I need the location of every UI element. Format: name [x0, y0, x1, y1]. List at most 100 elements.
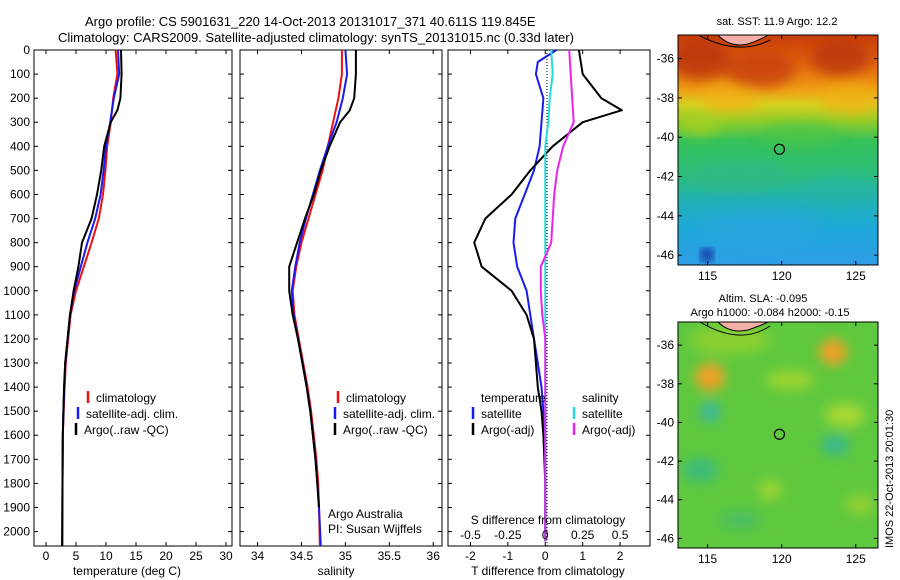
- temperature-panel-frame: [33, 49, 233, 547]
- lon-tick-label: 120: [772, 552, 792, 566]
- lat-tick-label: -44: [657, 493, 675, 507]
- series-line-argo-raw-qc-: [288, 50, 357, 508]
- sla-map-ticks: -36 -38 -40 -42 -44 -46 115 120 125: [657, 322, 878, 566]
- depth-tick-label: 1800: [3, 476, 30, 490]
- sla-map-title-1: Altim. SLA: -0.095: [719, 293, 808, 305]
- x-tick-label: 0: [542, 549, 549, 563]
- argo-position-marker: [773, 428, 786, 440]
- lat-tick-label: -38: [657, 377, 675, 391]
- lon-tick-label: 115: [698, 552, 717, 566]
- legend-label-satellite: satellite-adj. clim.: [343, 407, 435, 421]
- series-line-satellite-salinity-: [544, 49, 554, 542]
- x-tick-label: 20: [159, 549, 173, 563]
- x-tick-label: 35: [339, 549, 353, 563]
- x-tick-label: 35.5: [378, 549, 402, 563]
- legend-label-satellite-temp: satellite: [481, 407, 522, 421]
- series-line-satellite-temperature-: [512, 49, 558, 542]
- lon-tick-label: 125: [846, 269, 866, 283]
- difference-xlabel: T difference from climatology: [471, 564, 625, 578]
- x-tick-label: 2: [617, 549, 624, 563]
- x-tick-label: -2: [465, 549, 476, 563]
- depth-tick-label: 1400: [3, 380, 30, 394]
- depth-tick-label: 100: [10, 67, 30, 81]
- legend-label-argo-temp: Argo(-adj): [481, 423, 534, 437]
- legend-title-temperature: temperature: [481, 391, 546, 405]
- credit-line-2: PI: Susan Wijffels: [328, 522, 422, 536]
- legend-label-climatology: climatology: [346, 391, 406, 405]
- lat-tick-label: -36: [657, 52, 675, 66]
- sst-map-frame: [677, 34, 879, 266]
- salinity-lines: [288, 49, 357, 547]
- header-line-1: Argo profile: CS 5901631_220 14-Oct-2013…: [85, 14, 536, 29]
- depth-tick-label: 500: [10, 163, 30, 177]
- legend-title-salinity: salinity: [582, 391, 619, 405]
- depth-tick-label: 900: [10, 260, 30, 274]
- series-line-argo-adj-temperature-: [473, 49, 623, 542]
- lon-tick-label: 115: [698, 269, 717, 283]
- depth-tick-label: 300: [10, 115, 30, 129]
- depth-tick-label: 700: [10, 212, 30, 226]
- temperature-x-ticks: 0 5 10 15 20 25 30: [43, 50, 233, 563]
- lat-tick-label: -40: [657, 130, 675, 144]
- legend-label-climatology: climatology: [96, 391, 156, 405]
- sst-map-image: [678, 35, 878, 265]
- lat-tick-label: -38: [657, 91, 675, 105]
- top-tick-label: -0.25: [494, 528, 522, 542]
- salinity-xlabel: salinity: [318, 564, 355, 578]
- x-tick-label: 25: [189, 549, 203, 563]
- difference-panel-frame: [447, 49, 651, 547]
- depth-tick-label: 200: [10, 91, 30, 105]
- x-tick-label: 1: [579, 549, 586, 563]
- depth-tick-label: 1000: [3, 284, 30, 298]
- lat-tick-label: -36: [657, 338, 675, 352]
- x-tick-label: 15: [129, 549, 143, 563]
- x-tick-label: 0: [43, 549, 50, 563]
- depth-tick-label: 1500: [3, 404, 30, 418]
- depth-tick-label: 800: [10, 236, 30, 250]
- top-tick-label: 0.25: [571, 528, 595, 542]
- lat-tick-label: -46: [657, 531, 675, 545]
- difference-legend: temperature salinity satellite Argo(-adj…: [471, 391, 635, 437]
- x-tick-label: 10: [99, 549, 113, 563]
- difference-top-label: S difference from climatology: [471, 513, 626, 527]
- header-line-2: Climatology: CARS2009. Satellite-adjuste…: [58, 30, 574, 45]
- depth-tick-label: 400: [10, 139, 30, 153]
- imos-side-label: IMOS 22-Oct-2013 20:01:30: [884, 410, 896, 548]
- lon-tick-label: 125: [846, 552, 866, 566]
- difference-x-ticks: -2 -1 0 1 2 -0.5 -0.25 0 0.25 0.5: [460, 50, 629, 563]
- lat-tick-label: -44: [657, 209, 675, 223]
- depth-tick-label: 2000: [3, 525, 30, 539]
- salinity-panel-frame: [239, 49, 443, 547]
- top-tick-label: 0.5: [612, 528, 629, 542]
- lon-tick-label: 120: [772, 269, 792, 283]
- credit-line-1: Argo Australia: [328, 507, 403, 521]
- depth-tick-label: 1200: [3, 332, 30, 346]
- sla-map-title-2: Argo h1000: -0.084 h2000: -0.15: [690, 307, 849, 319]
- x-tick-label: 36: [427, 549, 441, 563]
- legend-label-argo: Argo(..raw -QC): [84, 423, 169, 437]
- temperature-legend: climatology satellite-adj. clim. Argo(..…: [74, 391, 178, 437]
- x-tick-label: 34: [251, 549, 265, 563]
- temperature-lines: [61, 49, 123, 547]
- depth-tick-label: 600: [10, 187, 30, 201]
- legend-label-satellite: satellite-adj. clim.: [86, 407, 178, 421]
- legend-label-argo: Argo(..raw -QC): [343, 423, 428, 437]
- temperature-xlabel: temperature (deg C): [73, 564, 181, 578]
- legend-label-satellite-sal: satellite: [582, 407, 623, 421]
- series-line-argo-adj-salinity-: [539, 49, 575, 542]
- sla-map-frame: [677, 321, 879, 549]
- lat-tick-label: -42: [657, 170, 675, 184]
- argo-position-marker: [773, 143, 786, 155]
- sst-map-ticks: -36 -38 -40 -42 -44 -46 115 120 125: [657, 35, 878, 283]
- x-tick-label: 5: [73, 549, 80, 563]
- depth-tick-label: 1100: [4, 308, 30, 322]
- x-tick-label: 30: [219, 549, 233, 563]
- difference-lines: [473, 49, 623, 542]
- lat-tick-label: -40: [657, 415, 675, 429]
- depth-tick-label: 1300: [3, 356, 30, 370]
- x-tick-label: 34.5: [290, 549, 314, 563]
- x-tick-label: -1: [503, 549, 514, 563]
- legend-label-argo-sal: Argo(-adj): [582, 423, 635, 437]
- lat-tick-label: -42: [657, 454, 675, 468]
